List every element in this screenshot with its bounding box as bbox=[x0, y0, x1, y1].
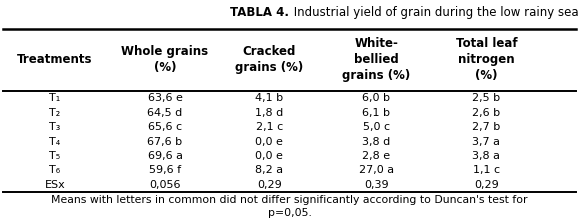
Text: T₅: T₅ bbox=[49, 151, 61, 161]
Text: 0,39: 0,39 bbox=[364, 180, 389, 190]
Text: 1,1 c: 1,1 c bbox=[473, 165, 500, 175]
Text: 3,8 a: 3,8 a bbox=[472, 151, 500, 161]
Text: T₃: T₃ bbox=[49, 122, 61, 132]
Text: Means with letters in common did not differ significantly according to Duncan's : Means with letters in common did not dif… bbox=[52, 195, 527, 205]
Text: 6,0 b: 6,0 b bbox=[362, 93, 390, 103]
Text: Industrial yield of grain during the low rainy season 2017.: Industrial yield of grain during the low… bbox=[290, 6, 579, 19]
Text: 0,29: 0,29 bbox=[474, 180, 499, 190]
Text: 0,0 e: 0,0 e bbox=[255, 151, 283, 161]
Text: Total leaf
nitrogen
(%): Total leaf nitrogen (%) bbox=[456, 38, 517, 82]
Text: 0,0 e: 0,0 e bbox=[255, 137, 283, 147]
Text: T₄: T₄ bbox=[49, 137, 61, 147]
Text: T₁: T₁ bbox=[49, 93, 61, 103]
Text: 5,0 c: 5,0 c bbox=[363, 122, 390, 132]
Text: p=0,05.: p=0,05. bbox=[267, 208, 312, 218]
Text: 0,056: 0,056 bbox=[149, 180, 181, 190]
Text: 2,8 e: 2,8 e bbox=[362, 151, 390, 161]
Text: TABLA 4.: TABLA 4. bbox=[230, 6, 290, 19]
Text: 2,7 b: 2,7 b bbox=[472, 122, 500, 132]
Text: 3,8 d: 3,8 d bbox=[362, 137, 390, 147]
Text: 0,29: 0,29 bbox=[257, 180, 281, 190]
Text: ESx: ESx bbox=[45, 180, 65, 190]
Text: Whole grains
(%): Whole grains (%) bbox=[122, 46, 208, 74]
Text: 67,6 b: 67,6 b bbox=[148, 137, 182, 147]
Text: T₂: T₂ bbox=[49, 108, 61, 118]
Text: 65,6 c: 65,6 c bbox=[148, 122, 182, 132]
Text: 59,6 f: 59,6 f bbox=[149, 165, 181, 175]
Text: 8,2 a: 8,2 a bbox=[255, 165, 283, 175]
Text: T₆: T₆ bbox=[49, 165, 61, 175]
Text: 27,0 a: 27,0 a bbox=[359, 165, 394, 175]
Text: 2,1 c: 2,1 c bbox=[255, 122, 283, 132]
Text: 6,1 b: 6,1 b bbox=[362, 108, 390, 118]
Text: 69,6 a: 69,6 a bbox=[148, 151, 182, 161]
Text: 4,1 b: 4,1 b bbox=[255, 93, 283, 103]
Text: 63,6 e: 63,6 e bbox=[148, 93, 182, 103]
Text: Treatments: Treatments bbox=[17, 54, 93, 66]
Text: 2,5 b: 2,5 b bbox=[472, 93, 500, 103]
Text: 1,8 d: 1,8 d bbox=[255, 108, 283, 118]
Text: 2,6 b: 2,6 b bbox=[472, 108, 500, 118]
Text: 64,5 d: 64,5 d bbox=[148, 108, 182, 118]
Text: 3,7 a: 3,7 a bbox=[472, 137, 500, 147]
Text: Cracked
grains (%): Cracked grains (%) bbox=[235, 46, 303, 74]
Text: White-
bellied
grains (%): White- bellied grains (%) bbox=[342, 38, 411, 82]
